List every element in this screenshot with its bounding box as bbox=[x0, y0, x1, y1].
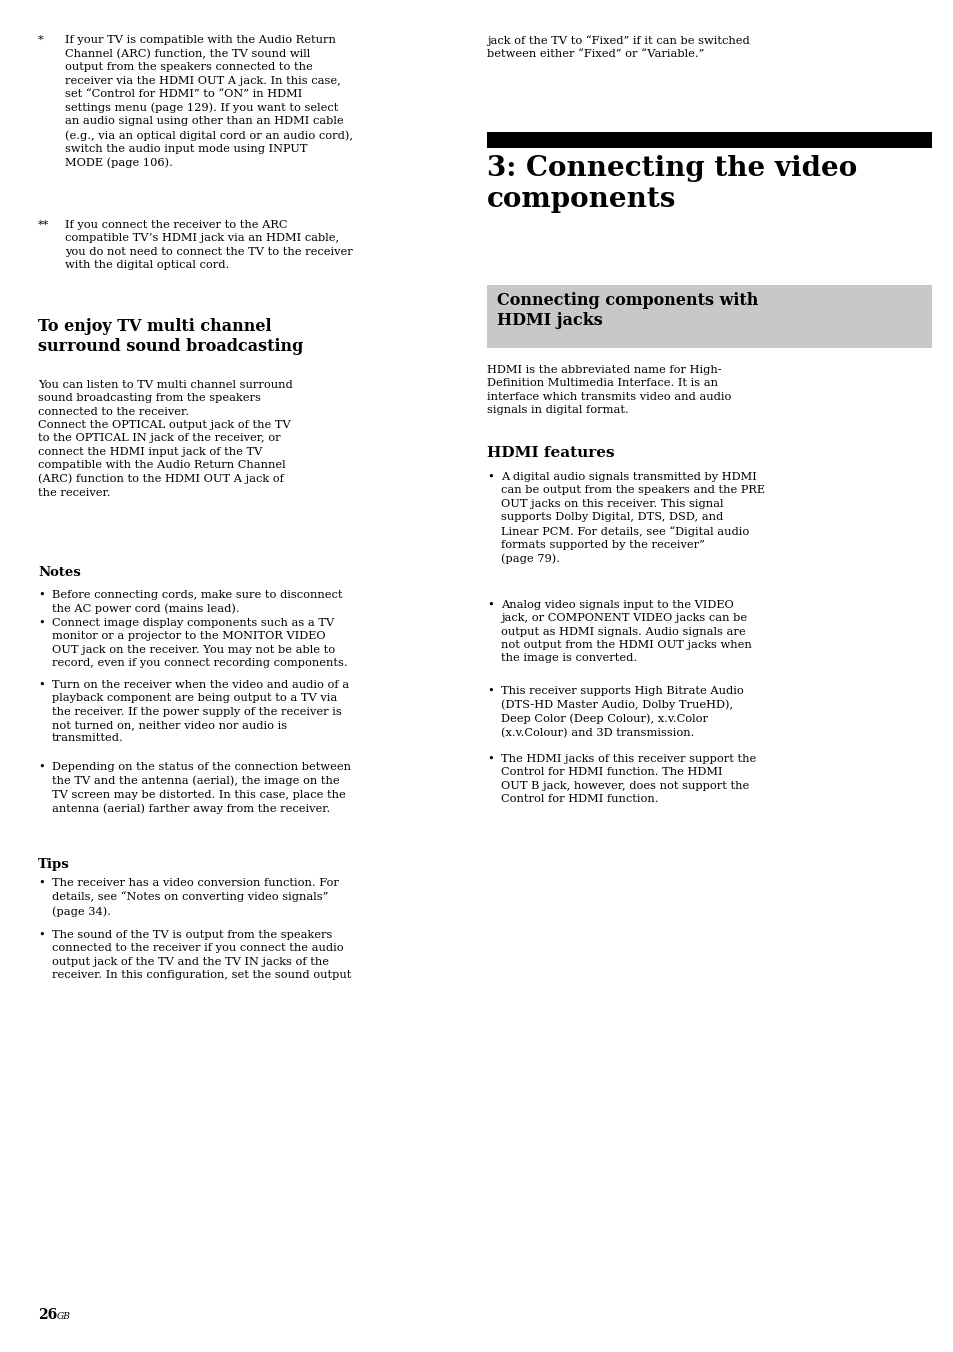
Text: The receiver has a video conversion function. For
details, see “Notes on convert: The receiver has a video conversion func… bbox=[52, 877, 338, 917]
Bar bbox=[486, 285, 931, 347]
Text: HDMI features: HDMI features bbox=[486, 446, 614, 460]
Text: Connecting components with
HDMI jacks: Connecting components with HDMI jacks bbox=[497, 292, 758, 330]
Text: HDMI is the abbreviated name for High-
Definition Multimedia Interface. It is an: HDMI is the abbreviated name for High- D… bbox=[486, 365, 731, 415]
Text: •: • bbox=[38, 930, 45, 940]
Text: •: • bbox=[38, 589, 45, 600]
Text: •: • bbox=[38, 877, 45, 888]
Text: 26: 26 bbox=[38, 1307, 57, 1322]
Text: •: • bbox=[38, 618, 45, 627]
Text: •: • bbox=[486, 472, 494, 483]
Text: **: ** bbox=[38, 220, 50, 230]
Text: The sound of the TV is output from the speakers
connected to the receiver if you: The sound of the TV is output from the s… bbox=[52, 930, 351, 980]
Text: This receiver supports High Bitrate Audio
(DTS-HD Master Audio, Dolby TrueHD),
D: This receiver supports High Bitrate Audi… bbox=[500, 685, 743, 738]
Bar bbox=[486, 132, 931, 147]
Text: If your TV is compatible with the Audio Return
Channel (ARC) function, the TV so: If your TV is compatible with the Audio … bbox=[65, 35, 353, 168]
Text: Turn on the receiver when the video and audio of a
playback component are being : Turn on the receiver when the video and … bbox=[52, 680, 349, 744]
Text: •: • bbox=[38, 680, 45, 690]
Text: Depending on the status of the connection between
the TV and the antenna (aerial: Depending on the status of the connectio… bbox=[52, 763, 351, 814]
Text: Notes: Notes bbox=[38, 566, 81, 579]
Text: jack of the TV to “Fixed” if it can be switched
between either “Fixed” or “Varia: jack of the TV to “Fixed” if it can be s… bbox=[486, 35, 749, 59]
Text: To enjoy TV multi channel
surround sound broadcasting: To enjoy TV multi channel surround sound… bbox=[38, 318, 303, 356]
Text: You can listen to TV multi channel surround
sound broadcasting from the speakers: You can listen to TV multi channel surro… bbox=[38, 380, 293, 498]
Text: 3: Connecting the video
components: 3: Connecting the video components bbox=[486, 155, 857, 214]
Text: •: • bbox=[486, 685, 494, 696]
Text: GB: GB bbox=[57, 1311, 71, 1321]
Text: If you connect the receiver to the ARC
compatible TV’s HDMI jack via an HDMI cab: If you connect the receiver to the ARC c… bbox=[65, 220, 353, 270]
Text: Connect image display components such as a TV
monitor or a projector to the MONI: Connect image display components such as… bbox=[52, 618, 347, 668]
Text: Tips: Tips bbox=[38, 859, 70, 871]
Text: •: • bbox=[486, 600, 494, 610]
Text: •: • bbox=[38, 763, 45, 772]
Text: Analog video signals input to the VIDEO
jack, or COMPONENT VIDEO jacks can be
ou: Analog video signals input to the VIDEO … bbox=[500, 600, 751, 664]
Text: *: * bbox=[38, 35, 44, 45]
Text: The HDMI jacks of this receiver support the
Control for HDMI function. The HDMI
: The HDMI jacks of this receiver support … bbox=[500, 754, 756, 804]
Text: A digital audio signals transmitted by HDMI
can be output from the speakers and : A digital audio signals transmitted by H… bbox=[500, 472, 764, 564]
Text: Before connecting cords, make sure to disconnect
the AC power cord (mains lead).: Before connecting cords, make sure to di… bbox=[52, 589, 342, 614]
Text: •: • bbox=[486, 754, 494, 764]
